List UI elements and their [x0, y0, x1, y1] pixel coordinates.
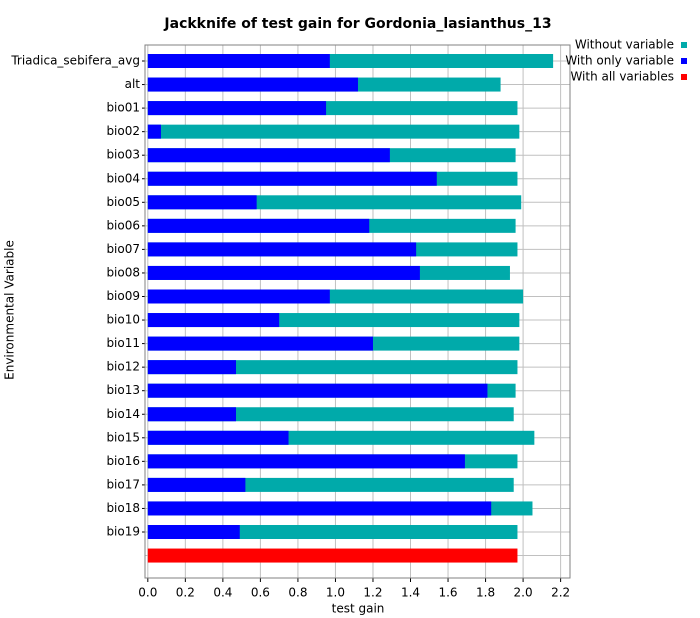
- bar: [147, 124, 161, 139]
- bar: [147, 407, 514, 422]
- plot-border: [144, 44, 571, 579]
- bar: [147, 101, 327, 116]
- y-tick-label: bio11: [106, 336, 140, 350]
- y-tick-label: bio14: [106, 407, 140, 421]
- y-tick-label: bio19: [106, 525, 140, 539]
- x-tick-label: 1.2: [363, 586, 382, 600]
- y-tick-label: bio05: [106, 195, 140, 209]
- bar: [147, 430, 289, 445]
- x-tick-label: 0.4: [213, 586, 232, 600]
- y-tick-label: bio10: [106, 313, 140, 327]
- y-tick-label: bio09: [106, 289, 140, 303]
- legend-swatch: [681, 74, 687, 80]
- bar: [147, 54, 330, 68]
- bar: [147, 313, 280, 328]
- x-tick-label: 0.8: [288, 586, 307, 600]
- bar: [147, 218, 370, 233]
- bar: [147, 525, 240, 539]
- bar: [147, 195, 257, 210]
- y-tick-label: alt: [125, 77, 141, 91]
- x-tick-label: 1.6: [438, 586, 457, 600]
- y-tick-label: bio04: [106, 171, 140, 185]
- y-tick-label: Triadica_sebifera_avg: [10, 54, 140, 68]
- bar: [147, 265, 420, 280]
- x-tick-label: 1.0: [326, 586, 345, 600]
- y-tick-label: bio08: [106, 265, 140, 279]
- bar: [147, 383, 488, 398]
- bar: [147, 360, 518, 375]
- y-tick-label: bio06: [106, 218, 140, 232]
- y-tick-label: bio01: [106, 101, 140, 115]
- bar: [147, 407, 237, 422]
- bar: [147, 501, 492, 516]
- x-tick-label: 1.8: [476, 586, 495, 600]
- y-tick-label: bio16: [106, 454, 140, 468]
- y-tick-label: bio07: [106, 242, 140, 256]
- x-tick-label: 0.0: [138, 586, 157, 600]
- bar: [147, 242, 417, 257]
- x-tick-label: 2.0: [514, 586, 533, 600]
- x-tick-label: 1.4: [401, 586, 420, 600]
- bar: [147, 289, 330, 304]
- bar: [147, 525, 518, 539]
- legend-swatch: [681, 58, 687, 64]
- bar: [147, 148, 390, 163]
- bar-all: [147, 548, 518, 563]
- bar: [147, 360, 237, 375]
- y-tick-label: bio03: [106, 148, 140, 162]
- x-tick-label: 2.2: [551, 586, 570, 600]
- y-tick-label: bio13: [106, 383, 140, 397]
- legend-swatch: [681, 42, 687, 48]
- x-axis-label: test gain: [332, 602, 385, 616]
- x-tick-label: 0.6: [251, 586, 270, 600]
- bar: [147, 454, 465, 469]
- bar: [147, 336, 373, 351]
- bar: [147, 124, 520, 139]
- bar: [147, 477, 246, 492]
- y-tick-label: bio02: [106, 124, 140, 138]
- y-tick-label: bio18: [106, 501, 140, 515]
- legend-label: Without variable: [575, 38, 674, 52]
- y-tick-label: bio12: [106, 360, 140, 374]
- legend-label: With all variables: [570, 70, 674, 84]
- y-tick-label: bio17: [106, 477, 140, 491]
- y-axis-label: Environmental Variable: [3, 240, 17, 380]
- chart-title: Jackknife of test gain for Gordonia_lasi…: [163, 16, 551, 32]
- bar: [147, 77, 358, 92]
- legend-label: With only variable: [565, 54, 674, 68]
- y-tick-label: bio15: [106, 430, 140, 444]
- x-tick-label: 0.2: [176, 586, 195, 600]
- bar: [147, 171, 437, 186]
